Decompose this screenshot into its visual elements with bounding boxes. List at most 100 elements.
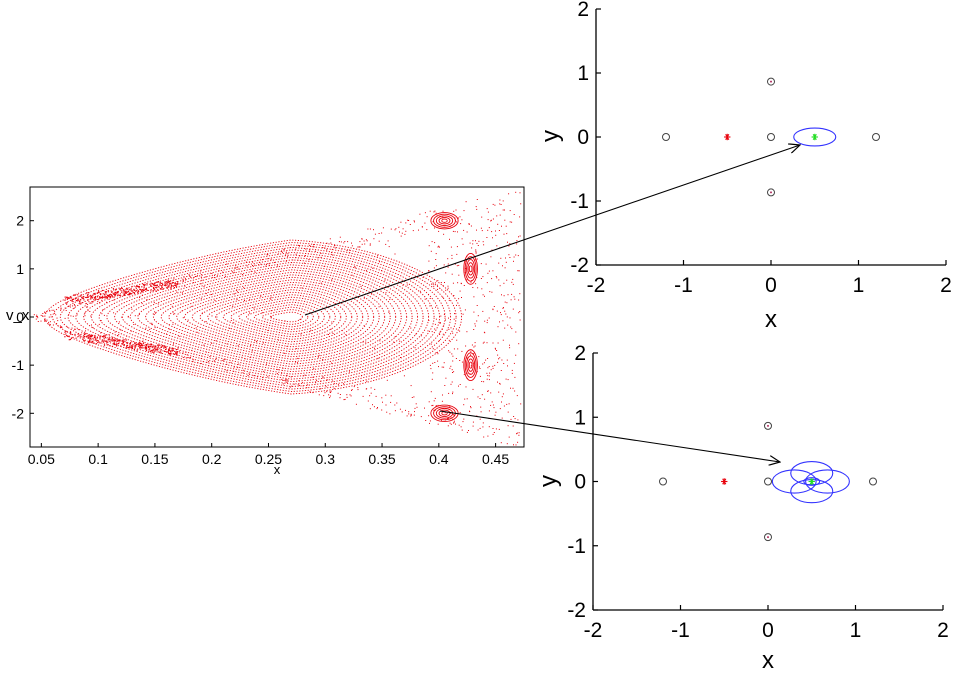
chaotic-point: [232, 305, 234, 307]
chaotic-point: [491, 291, 493, 293]
chaotic-point: [479, 375, 481, 377]
island-curve: [463, 252, 478, 285]
chaotic-point: [439, 322, 441, 323]
band-point: [82, 336, 84, 338]
chaotic-point: [320, 388, 321, 390]
chaotic-point: [267, 254, 269, 256]
chaotic-point: [491, 231, 493, 233]
band-point: [105, 291, 107, 293]
island-curve: [464, 352, 477, 378]
chaotic-point: [429, 305, 431, 307]
chaotic-point: [471, 344, 473, 346]
chaotic-point: [414, 411, 415, 413]
chaotic-point: [211, 276, 213, 278]
chaotic-point: [486, 378, 488, 380]
band-point: [126, 341, 128, 344]
chaotic-point: [448, 317, 449, 319]
chaotic-point: [309, 391, 311, 393]
chaotic-point: [487, 390, 489, 392]
chaotic-point: [515, 331, 517, 333]
band-point: [175, 285, 177, 287]
band-point: [65, 333, 67, 335]
chaotic-point: [328, 334, 329, 335]
band-point: [126, 344, 129, 347]
chaotic-point: [226, 370, 228, 372]
invariant-curve: [59, 244, 452, 390]
chaotic-point: [501, 396, 503, 398]
chaotic-point: [205, 276, 207, 278]
band-point: [94, 295, 97, 298]
chaotic-point: [349, 394, 351, 396]
bottom-right-orbit-panel: -2 -1 0 1 2 210-1-2 x y: [535, 342, 949, 674]
top-right-x-tick-label: 1: [853, 274, 865, 297]
chaotic-point: [405, 409, 406, 411]
band-point: [105, 340, 107, 342]
chaotic-point: [208, 361, 210, 363]
band-point: [167, 279, 169, 281]
chaotic-point: [70, 315, 72, 317]
chaotic-point: [100, 320, 102, 322]
chaotic-point: [512, 308, 514, 310]
invariant-curve: [160, 276, 380, 358]
chaotic-point: [473, 329, 475, 330]
chaotic-point: [243, 369, 245, 371]
chaotic-point: [331, 248, 333, 250]
chaotic-point: [492, 237, 493, 239]
island-curve: [433, 213, 456, 228]
chaotic-point: [492, 308, 494, 310]
band-point: [89, 336, 91, 338]
band-point: [154, 346, 157, 348]
chaotic-point: [299, 255, 301, 257]
chaotic-point: [74, 328, 76, 330]
chaotic-point: [492, 433, 494, 435]
chaotic-point: [299, 384, 300, 386]
band-point: [139, 347, 141, 349]
chaotic-point: [109, 339, 111, 341]
chaotic-point: [291, 262, 293, 264]
band-point: [166, 351, 168, 353]
chaotic-point: [177, 283, 179, 285]
band-point: [122, 340, 124, 343]
chaotic-point: [323, 395, 325, 397]
chaotic-point: [426, 216, 428, 218]
band-point: [123, 290, 125, 292]
chaotic-point: [196, 331, 198, 333]
chaotic-point: [44, 320, 46, 322]
band-point: [129, 342, 132, 344]
chaotic-point: [130, 290, 132, 292]
chaotic-point: [345, 334, 347, 336]
chaotic-point: [242, 274, 244, 275]
band-point: [176, 283, 178, 285]
chaotic-point: [443, 366, 445, 368]
chaotic-point: [312, 392, 314, 394]
band-point: [106, 294, 109, 296]
chaotic-point: [141, 294, 143, 296]
band-point: [101, 339, 103, 341]
chaotic-point: [105, 334, 107, 336]
band-point: [103, 338, 105, 340]
chaotic-point: [413, 414, 415, 416]
chaotic-point: [140, 292, 142, 294]
band-point: [113, 293, 115, 295]
chaotic-point: [295, 348, 297, 349]
band-point: [143, 289, 145, 291]
chaotic-point: [460, 282, 462, 284]
chaotic-point: [472, 388, 474, 390]
chaotic-point: [122, 339, 124, 341]
chaotic-point: [343, 383, 344, 385]
chaotic-point: [337, 384, 339, 386]
band-point: [153, 283, 155, 285]
chaotic-point: [385, 404, 387, 406]
chaotic-point: [509, 317, 511, 319]
band-point: [137, 291, 139, 293]
chaotic-point: [496, 277, 498, 279]
band-point: [121, 287, 123, 289]
top-right-y-tick-label: -2: [570, 254, 589, 277]
chaotic-point: [482, 422, 484, 424]
chaotic-point: [346, 250, 348, 252]
chaotic-point: [451, 273, 453, 275]
chaotic-point: [501, 225, 502, 227]
band-point: [168, 348, 170, 350]
chaotic-point: [479, 418, 481, 420]
band-point: [98, 291, 100, 293]
